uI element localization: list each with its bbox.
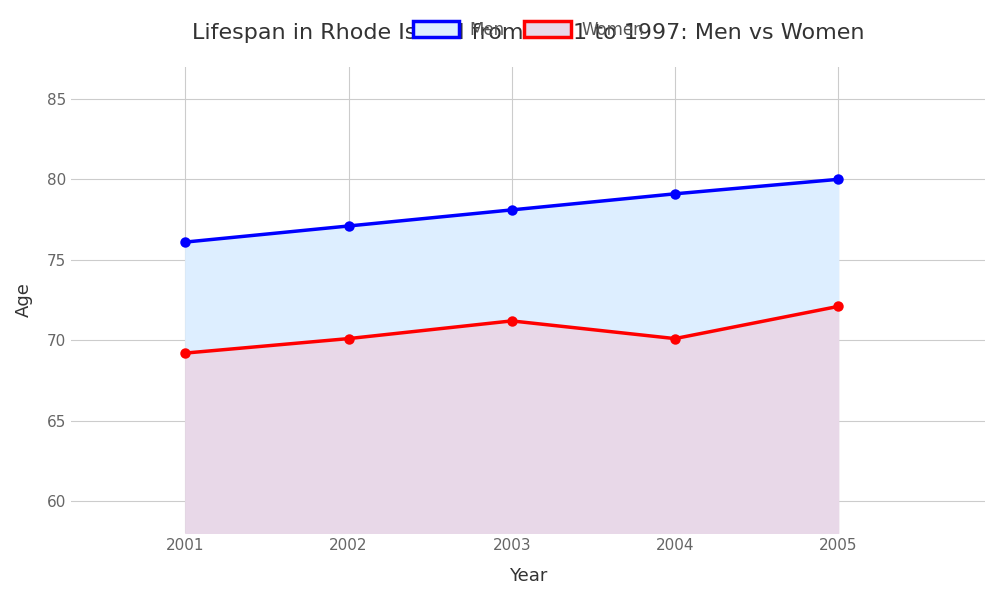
- Title: Lifespan in Rhode Island from 1971 to 1997: Men vs Women: Lifespan in Rhode Island from 1971 to 19…: [192, 23, 864, 43]
- X-axis label: Year: Year: [509, 567, 547, 585]
- Y-axis label: Age: Age: [15, 283, 33, 317]
- Legend: Men, Women: Men, Women: [406, 14, 650, 46]
